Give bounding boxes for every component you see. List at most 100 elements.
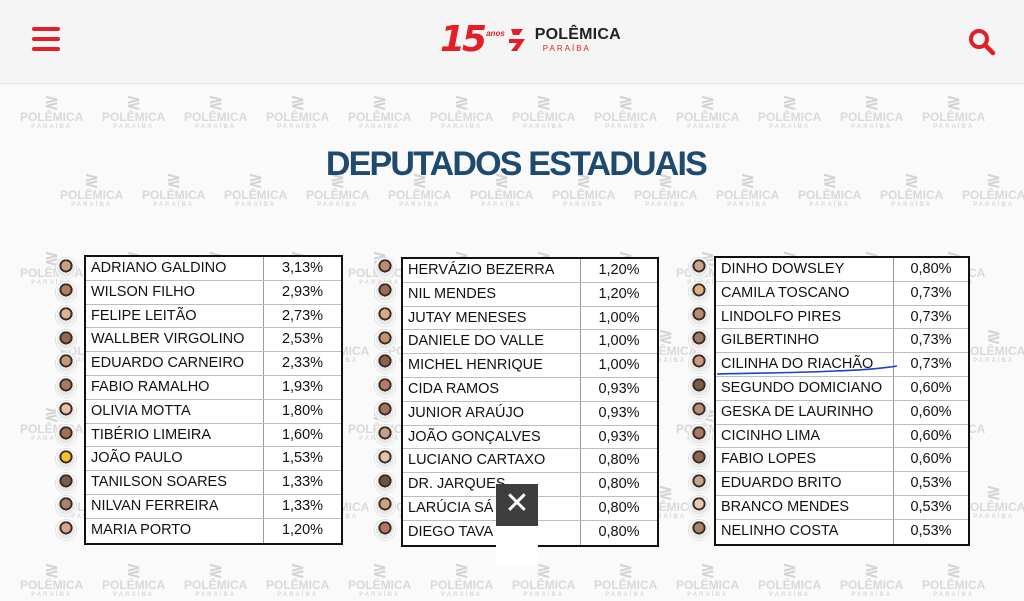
candidate-percentage: 1,20% — [598, 285, 640, 302]
table-row: TIBÉRIO LIMEIRA 1,60% — [86, 423, 341, 448]
candidate-avatar — [689, 448, 709, 469]
candidate-percentage: 0,73% — [910, 284, 952, 301]
candidate-percentage: 0,60% — [910, 403, 952, 420]
candidate-name: TANILSON SOARES — [86, 471, 264, 494]
candidate-percentage: 2,73% — [281, 307, 324, 324]
table-row: NELINHO COSTA 0,53% — [716, 519, 968, 544]
candidate-avatar — [689, 496, 709, 517]
candidate-avatar — [375, 258, 395, 278]
candidate-name: DR. JARQUES — [403, 473, 581, 496]
table-row: CICINHO LIMA 0,60% — [716, 424, 968, 449]
candidate-avatar — [375, 281, 395, 302]
table-row: LUCIANO CARTAXO 0,80% — [403, 449, 657, 474]
candidate-avatar — [689, 329, 709, 350]
candidate-percentage: 0,53% — [910, 498, 952, 515]
avatar-column-1 — [56, 258, 76, 544]
table-row: DANIELE DO VALLE 1,00% — [403, 330, 657, 355]
candidate-percentage: 0,73% — [910, 308, 952, 325]
candidate-avatar — [375, 424, 395, 445]
candidate-percentage: 0,80% — [598, 499, 640, 516]
candidate-name: GILBERTINHO — [716, 329, 894, 353]
candidate-name: LARÚCIA SÁ — [403, 496, 581, 520]
candidate-percentage: 0,73% — [910, 332, 952, 349]
table-row: OLIVIA MOTTA 1,80% — [86, 399, 341, 424]
table-row: DIEGO TAVA 0,80% — [403, 520, 657, 545]
site-logo[interactable]: 15 anos POLÊMICA PARAÍBA — [440, 18, 621, 62]
candidate-avatar — [56, 401, 76, 422]
logo-sub: PARAÍBA — [542, 44, 591, 53]
table-row: LINDOLFO PIRES 0,73% — [716, 305, 968, 330]
candidate-percentage: 1,33% — [281, 474, 324, 491]
candidate-percentage: 2,53% — [281, 331, 324, 348]
candidate-percentage: 0,73% — [910, 356, 952, 373]
table-row: GILBERTINHO 0,73% — [716, 329, 968, 354]
candidate-percentage: 0,93% — [598, 428, 640, 445]
candidate-percentage: 0,80% — [910, 261, 952, 277]
candidate-name: BRANCO MENDES — [716, 495, 894, 519]
table-row: GESKA DE LAURINHO 0,60% — [716, 400, 968, 425]
candidate-percentage: 0,80% — [598, 476, 640, 493]
table-row: CIDA RAMOS 0,93% — [403, 377, 657, 402]
candidate-name: FABIO LOPES — [716, 448, 894, 472]
candidate-avatar — [375, 448, 395, 469]
candidate-name: CICINHO LIMA — [716, 424, 894, 448]
table-row: WILSON FILHO 2,93% — [86, 280, 341, 305]
hamburger-menu-icon[interactable] — [32, 27, 62, 53]
candidate-percentage: 0,60% — [910, 427, 952, 444]
search-icon[interactable] — [966, 26, 998, 58]
table-row: BRANCO MENDES 0,53% — [716, 495, 968, 520]
candidate-table-3: DINHO DOWSLEY 0,80% CAMILA TOSCANO 0,73% LIN… — [714, 256, 970, 546]
table-row: TANILSON SOARES 1,33% — [86, 471, 341, 495]
table-row: CAMILA TOSCANO 0,73% — [716, 281, 968, 306]
candidate-name: CIDA RAMOS — [403, 377, 581, 401]
candidate-avatar — [689, 281, 709, 302]
table-row: NIL MENDES 1,20% — [403, 282, 657, 307]
candidate-avatar — [689, 258, 709, 278]
candidate-avatar — [689, 377, 709, 398]
candidate-name: HERVÁZIO BEZERRA — [403, 259, 581, 282]
candidate-name: DINHO DOWSLEY — [716, 258, 894, 281]
candidate-avatar — [689, 305, 709, 326]
polemica-mark-icon — [508, 29, 525, 51]
candidate-percentage: 1,20% — [281, 521, 324, 538]
candidate-name: FABIO RAMALHO — [86, 375, 264, 399]
table-row: HERVÁZIO BEZERRA 1,20% — [403, 259, 657, 283]
candidate-name: GESKA DE LAURINHO — [716, 400, 894, 424]
handwritten-underline — [716, 365, 898, 375]
candidate-name: ADRIANO GALDINO — [86, 257, 264, 280]
candidate-name: JUNIOR ARAÚJO — [403, 401, 581, 425]
candidate-name: TIBÉRIO LIMEIRA — [86, 423, 264, 447]
candidate-percentage: 3,13% — [281, 260, 324, 276]
candidate-avatar — [689, 401, 709, 422]
candidate-avatar — [56, 329, 76, 350]
table-row: MARIA PORTO 1,20% — [86, 518, 341, 543]
avatar-column-2 — [375, 258, 395, 544]
close-icon[interactable]: ✕ — [496, 484, 538, 526]
candidate-percentage: 1,80% — [281, 402, 324, 419]
candidate-avatar — [375, 377, 395, 398]
table-row: FELIPE LEITÃO 2,73% — [86, 304, 341, 329]
candidate-name: EDUARDO BRITO — [716, 472, 894, 495]
candidate-name: LUCIANO CARTAXO — [403, 449, 581, 473]
candidate-percentage: 1,60% — [281, 426, 324, 443]
table-row: EDUARDO CARNEIRO 2,33% — [86, 352, 341, 376]
candidate-avatar — [56, 305, 76, 326]
candidate-avatar — [56, 424, 76, 445]
candidate-avatar — [375, 496, 395, 517]
candidate-avatar — [689, 520, 709, 541]
table-row: JOÃO PAULO 1,53% — [86, 447, 341, 472]
